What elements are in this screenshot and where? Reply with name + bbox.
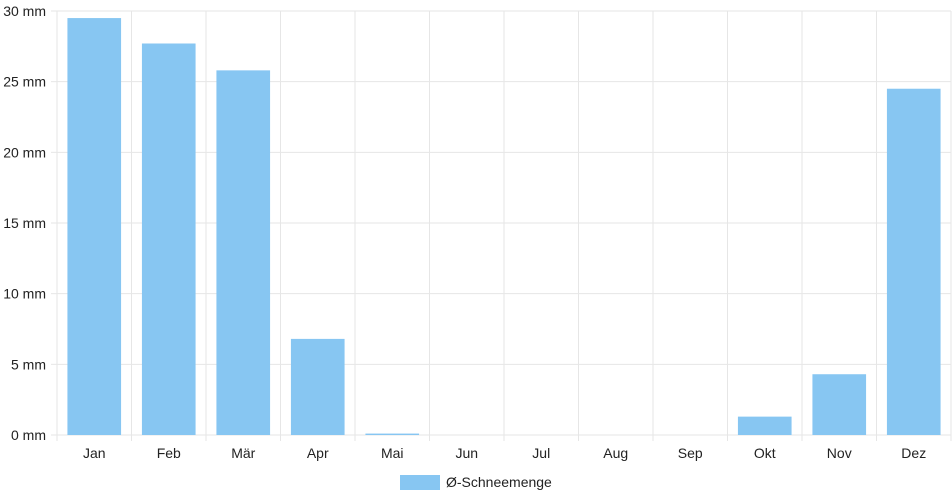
x-tick-label: Sep bbox=[678, 445, 703, 461]
bar-feb[interactable] bbox=[141, 43, 196, 436]
x-tick-label: Mär bbox=[231, 445, 255, 461]
y-tick-label: 15 mm bbox=[3, 215, 46, 231]
legend[interactable]: Ø-Schneemenge bbox=[400, 474, 552, 490]
bar-mär[interactable] bbox=[216, 70, 271, 436]
y-tick-label: 0 mm bbox=[11, 427, 46, 443]
x-tick-label: Mai bbox=[381, 445, 404, 461]
chart-bars bbox=[67, 18, 941, 436]
bar-nov[interactable] bbox=[812, 374, 867, 435]
y-tick-label: 30 mm bbox=[3, 3, 46, 19]
bar-okt[interactable] bbox=[737, 416, 792, 435]
bar-apr[interactable] bbox=[290, 338, 345, 435]
x-tick-label: Jun bbox=[455, 445, 478, 461]
legend-label: Ø-Schneemenge bbox=[446, 474, 552, 490]
x-axis: Jan Feb Mär Apr Mai Jun Jul Aug Sep Okt Nov Dez bbox=[83, 445, 926, 461]
x-tick-label: Apr bbox=[307, 445, 329, 461]
bar-jan[interactable] bbox=[67, 18, 122, 436]
x-tick-label: Dez bbox=[901, 445, 926, 461]
y-tick-label: 20 mm bbox=[3, 144, 46, 160]
chart-grid bbox=[51, 10, 952, 441]
x-tick-label: Feb bbox=[157, 445, 181, 461]
x-tick-label: Aug bbox=[603, 445, 628, 461]
y-axis: 0 mm 5 mm 10 mm 15 mm 20 mm 25 mm 30 mm bbox=[3, 3, 46, 443]
x-tick-label: Jul bbox=[532, 445, 550, 461]
bar-mai[interactable] bbox=[365, 433, 420, 435]
x-tick-label: Okt bbox=[754, 445, 776, 461]
y-tick-label: 25 mm bbox=[3, 74, 46, 90]
y-tick-label: 5 mm bbox=[11, 356, 46, 372]
legend-swatch bbox=[400, 475, 440, 490]
y-tick-label: 10 mm bbox=[3, 286, 46, 302]
x-tick-label: Nov bbox=[827, 445, 852, 461]
bar-dez[interactable] bbox=[886, 88, 941, 435]
x-tick-label: Jan bbox=[83, 445, 106, 461]
